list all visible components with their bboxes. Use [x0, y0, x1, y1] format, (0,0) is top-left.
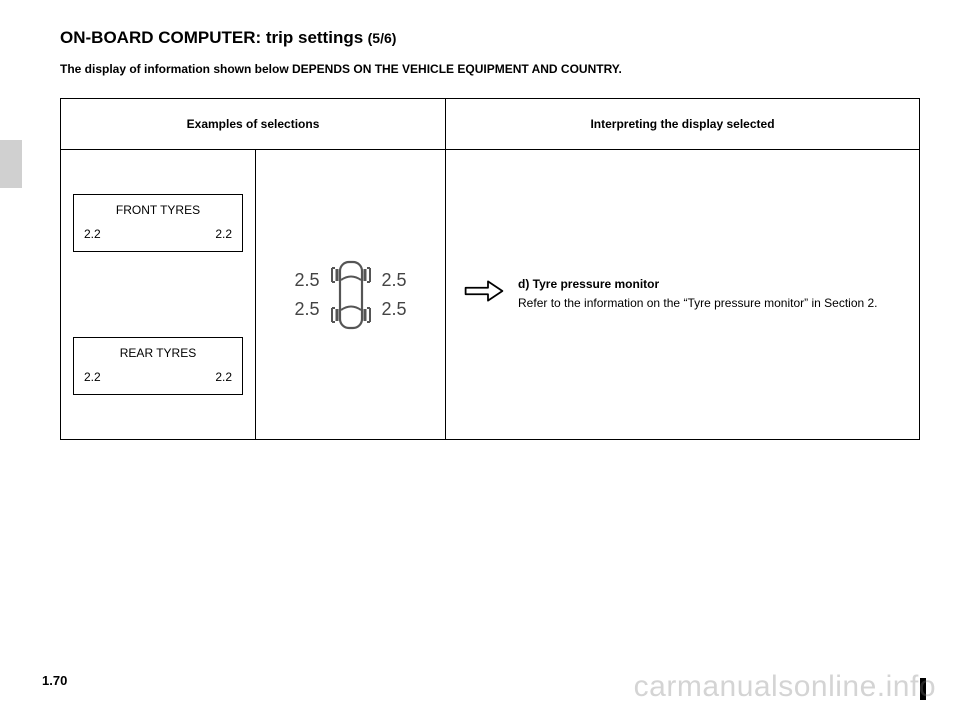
interpretation-text: d) Tyre pressure monitor Refer to the in… [518, 277, 878, 311]
diagram-value-bottom-right: 2.5 [382, 299, 407, 320]
page-subtitle: The display of information shown below D… [60, 62, 920, 76]
page-number: 1.70 [42, 673, 67, 688]
front-tyres-box: FRONT TYRES 2.2 2.2 [73, 194, 243, 252]
interpretation-body: Refer to the information on the “Tyre pr… [518, 295, 878, 311]
cell-interpretation: d) Tyre pressure monitor Refer to the in… [446, 150, 920, 440]
rear-tyres-title: REAR TYRES [84, 346, 232, 360]
corner-mark-icon [920, 678, 926, 700]
diagram-value-bottom-left: 2.5 [294, 299, 319, 320]
front-tyres-title: FRONT TYRES [84, 203, 232, 217]
car-top-view-icon [328, 256, 374, 334]
diagram-value-top-left: 2.5 [294, 270, 319, 291]
rear-tyre-right-value: 2.2 [215, 370, 232, 384]
cell-car-diagram: 2.5 2.5 [256, 150, 446, 440]
header-interpretation: Interpreting the display selected [446, 99, 920, 150]
page-title: ON-BOARD COMPUTER: trip settings [60, 28, 363, 47]
arrow-right-icon [464, 279, 504, 303]
interpretation-heading: d) Tyre pressure monitor [518, 277, 878, 291]
rear-tyre-left-value: 2.2 [84, 370, 101, 384]
side-tab [0, 140, 22, 188]
rear-tyres-box: REAR TYRES 2.2 2.2 [73, 337, 243, 395]
page-title-line: ON-BOARD COMPUTER: trip settings (5/6) [60, 28, 920, 48]
cell-tyre-boxes: FRONT TYRES 2.2 2.2 REAR TYRES 2.2 2.2 [61, 150, 256, 440]
header-examples: Examples of selections [61, 99, 446, 150]
watermark-text: carmanualsonline.info [634, 670, 936, 704]
front-tyre-right-value: 2.2 [215, 227, 232, 241]
diagram-value-top-right: 2.5 [382, 270, 407, 291]
trip-settings-table: Examples of selections Interpreting the … [60, 98, 920, 440]
car-pressure-diagram: 2.5 2.5 [294, 256, 406, 334]
front-tyre-left-value: 2.2 [84, 227, 101, 241]
page-title-sub: (5/6) [368, 30, 397, 46]
